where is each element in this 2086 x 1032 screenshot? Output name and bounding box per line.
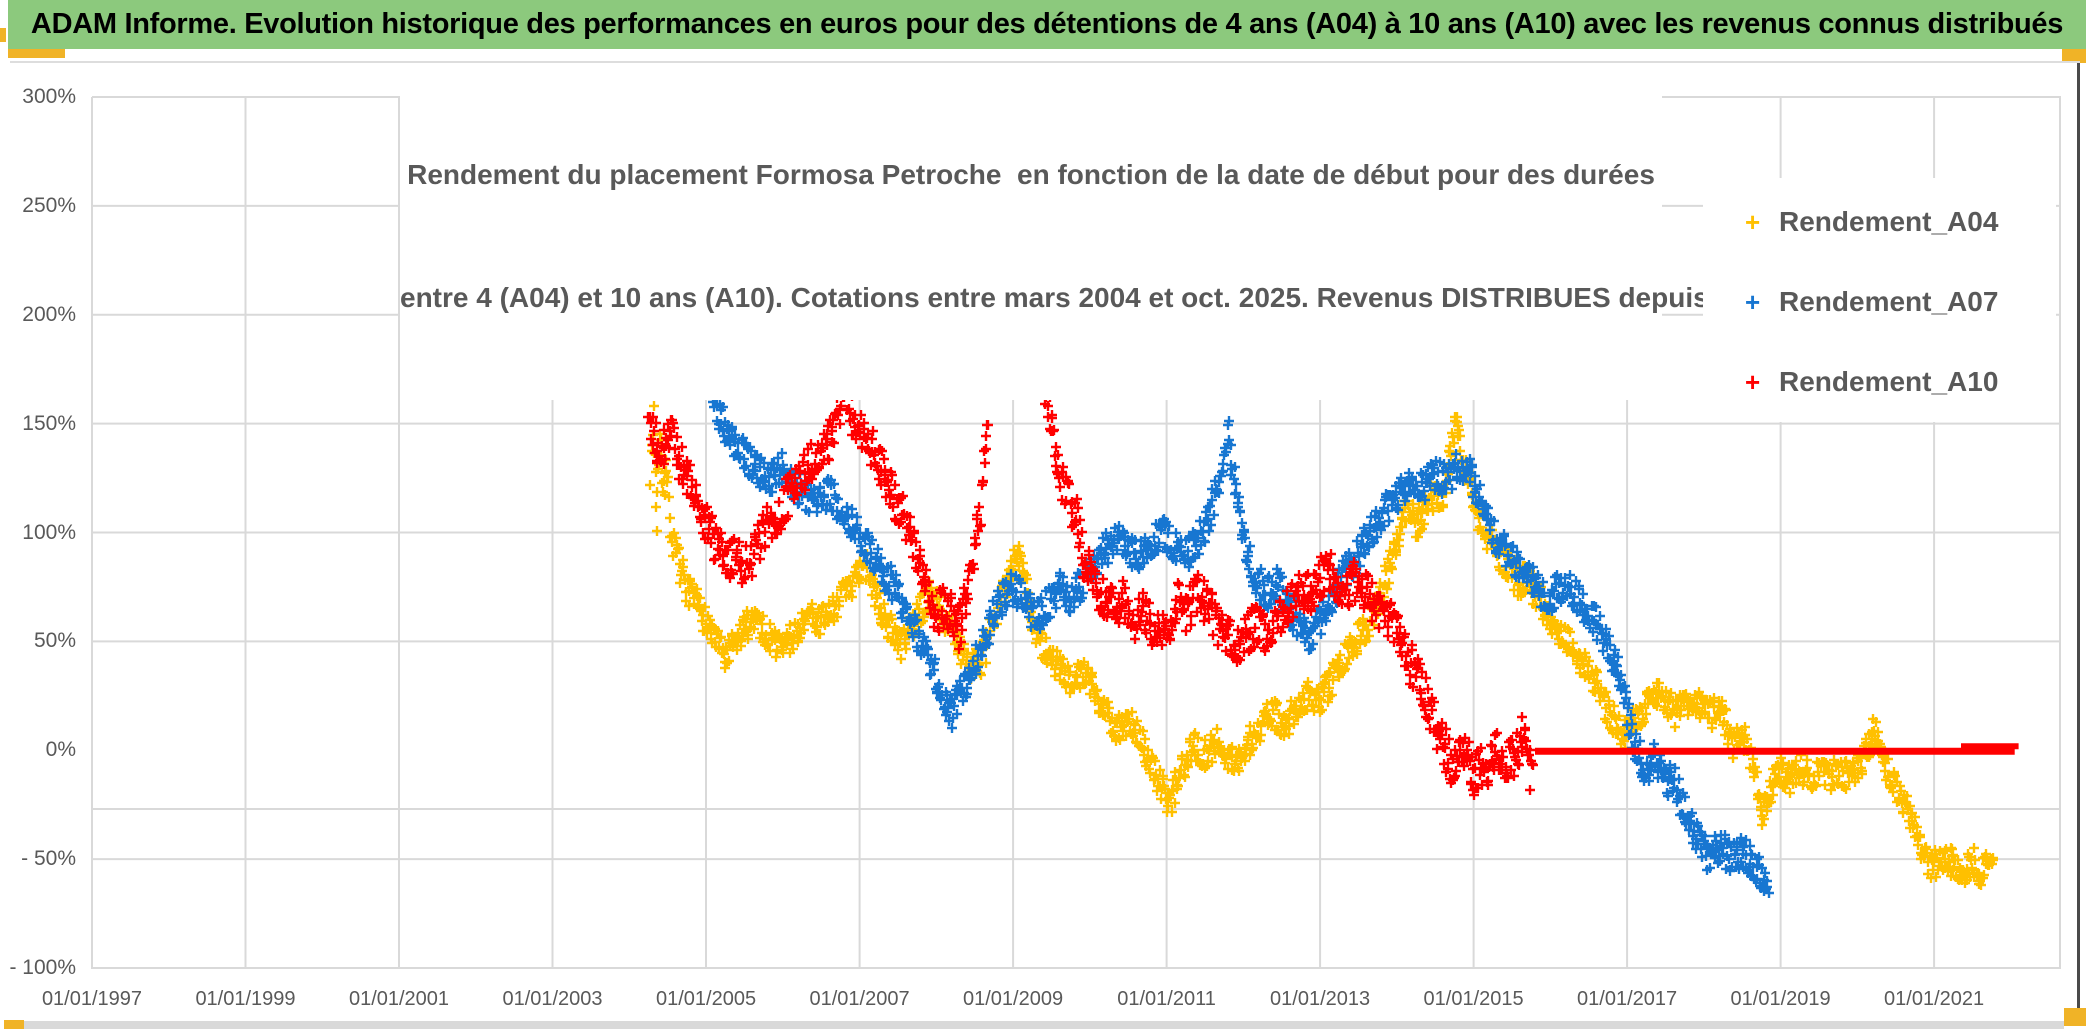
legend-label-a07: Rendement_A07 — [1779, 286, 1999, 317]
y-tick-300%: 300% — [22, 85, 76, 108]
y-tick-100%: 100% — [22, 520, 76, 544]
bottom-bar-accent — [4, 1020, 24, 1029]
legend-item-a04[interactable]: + Rendement_A04 — [1745, 202, 1998, 242]
legend-label-a10: Rendement_A10 — [1779, 366, 1999, 397]
x-tick-1997: 01/01/1997 — [41, 988, 143, 1010]
x-tick-2013: 01/01/2013 — [1270, 988, 1371, 1010]
chart-title: Rendement du placement Formosa Petroche … — [400, 72, 1843, 400]
left-edge-accent — [0, 28, 6, 42]
header-underline — [10, 61, 2080, 63]
legend-item-a07[interactable]: + Rendement_A07 — [1745, 282, 1998, 322]
corner-accent-bottom-right — [2064, 1008, 2086, 1026]
y-tick-150%: 150% — [22, 411, 76, 435]
x-tick-2019: 01/01/2019 — [1730, 988, 1831, 1010]
x-tick-2011: 01/01/2011 — [1117, 988, 1216, 1010]
legend-label-a04: Rendement_A04 — [1779, 206, 1999, 237]
plus-marker-a04-icon: + — [1745, 207, 1761, 237]
x-tick-2009: 01/01/2009 — [962, 988, 1064, 1010]
y-tick-- 50%: - 50% — [21, 847, 76, 871]
page-right-border — [2077, 63, 2080, 1010]
x-tick-2021: 01/01/2021 — [1884, 988, 1985, 1010]
chart-title-line2: entre 4 (A04) et 10 ans (A10). Cotations… — [400, 282, 1843, 313]
page-title: ADAM Informe. Evolution historique des p… — [30, 8, 2064, 40]
header-accent-right — [2062, 49, 2086, 63]
plus-marker-a07-icon: + — [1745, 287, 1761, 317]
y-tick-50%: 50% — [33, 629, 76, 653]
y-tick-0%: 0% — [45, 738, 76, 762]
y-tick-- 100%: - 100% — [9, 956, 76, 979]
x-tick-1999: 01/01/1999 — [195, 988, 296, 1010]
x-tick-2017: 01/01/2017 — [1577, 988, 1678, 1010]
page-bottom-border — [24, 1021, 2064, 1029]
series-points-Rendement_A04 — [645, 401, 1998, 890]
legend-item-a10[interactable]: + Rendement_A10 — [1745, 362, 1998, 402]
x-tick-2005: 01/01/2005 — [655, 988, 757, 1010]
y-tick-250%: 250% — [22, 193, 76, 217]
y-tick-200%: 200% — [22, 302, 76, 326]
chart-title-line1: Rendement du placement Formosa Petroche … — [407, 159, 1655, 190]
plus-marker-a10-icon: + — [1745, 367, 1761, 397]
header-accent-left — [8, 49, 65, 58]
x-tick-2007: 01/01/2007 — [809, 988, 910, 1010]
header-bar: ADAM Informe. Evolution historique des p… — [8, 0, 2086, 49]
x-tick-2003: 01/01/2003 — [502, 988, 603, 1010]
x-tick-2015: 01/01/2015 — [1423, 988, 1524, 1010]
x-tick-2001: 01/01/2001 — [348, 988, 450, 1010]
legend[interactable]: + Rendement_A04 + Rendement_A07 + Rendem… — [1703, 178, 2056, 422]
